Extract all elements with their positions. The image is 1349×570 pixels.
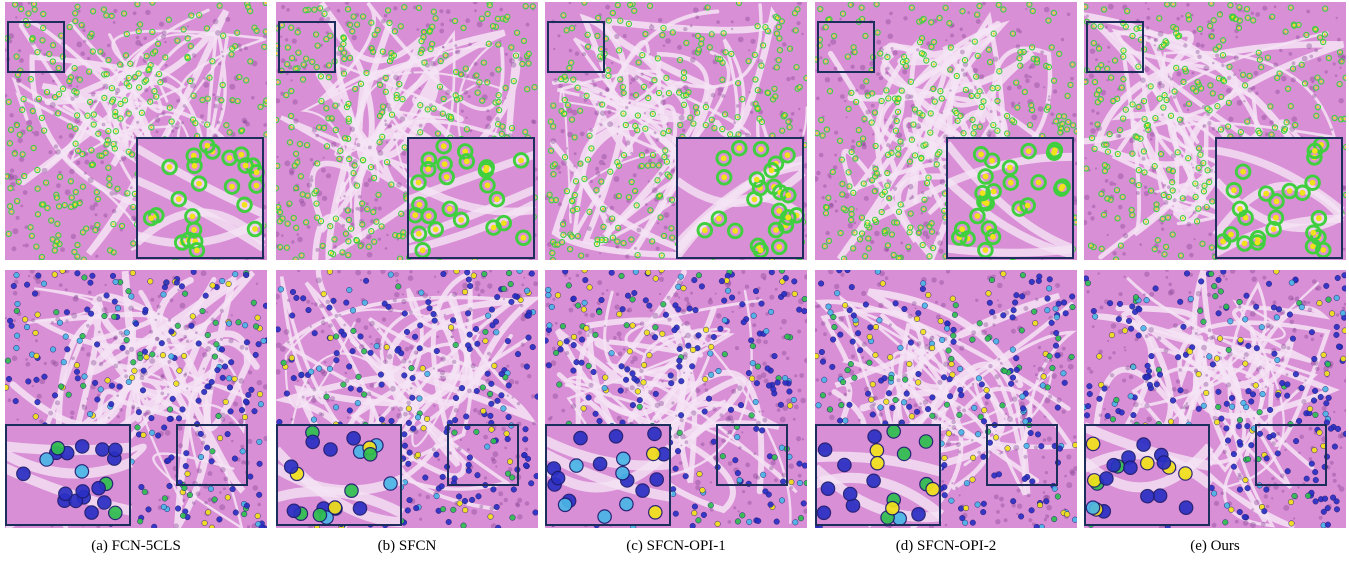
detection-image xyxy=(276,2,538,260)
panel-caption: (e) Ours xyxy=(1190,538,1240,554)
panel-caption: (c) SFCN-OPI-1 xyxy=(626,538,726,554)
panel-column-c: (c) SFCN-OPI-1 xyxy=(545,0,807,570)
panel-caption: (b) SFCN xyxy=(377,538,437,554)
panel-caption: (d) SFCN-OPI-2 xyxy=(895,538,997,554)
classification-image xyxy=(276,270,538,528)
classification-image xyxy=(5,270,267,528)
panel-column-b: (b) SFCN xyxy=(276,0,538,570)
panel-column-d: (d) SFCN-OPI-2 xyxy=(815,0,1077,570)
detection-image xyxy=(5,2,267,260)
detection-image xyxy=(545,2,807,260)
classification-image xyxy=(545,270,807,528)
detection-image xyxy=(815,2,1077,260)
panel-column-e: (e) Ours xyxy=(1084,0,1346,570)
classification-image xyxy=(1084,270,1346,528)
classification-image xyxy=(815,270,1077,528)
panel-column-a: (a) FCN-5CLS xyxy=(5,0,267,570)
detection-image xyxy=(1084,2,1346,260)
panel-caption: (a) FCN-5CLS xyxy=(91,538,181,554)
